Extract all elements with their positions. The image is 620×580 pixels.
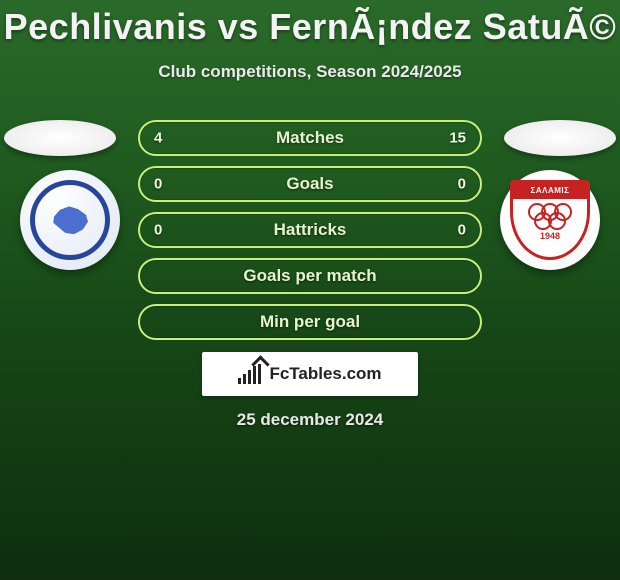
snapshot-date: 25 december 2024 xyxy=(0,410,620,430)
stats-list: 4 Matches 15 0 Goals 0 0 Hattricks 0 Goals per ma… xyxy=(138,120,482,340)
stat-row-hattricks: 0 Hattricks 0 xyxy=(138,212,482,248)
stat-row-matches: 4 Matches 15 xyxy=(138,120,482,156)
ethnikos-achna-crest xyxy=(20,170,120,270)
stat-row-min-per-goal: Min per goal xyxy=(138,304,482,340)
stat-label: Goals per match xyxy=(243,266,376,286)
crest-map-icon xyxy=(50,203,90,237)
crest-year: 1948 xyxy=(540,231,560,241)
brand-text: FcTables.com xyxy=(269,364,381,384)
stat-label: Matches xyxy=(276,128,344,148)
fctables-logo: FcTables.com xyxy=(202,352,418,396)
stat-label: Min per goal xyxy=(260,312,360,332)
page-subtitle: Club competitions, Season 2024/2025 xyxy=(0,62,620,82)
stat-right-value: 0 xyxy=(458,176,466,193)
crest-banner: ΣΑΛΑΜΙΣ xyxy=(513,183,587,199)
stat-row-goals-per-match: Goals per match xyxy=(138,258,482,294)
page-title: Pechlivanis vs FernÃ¡ndez SatuÃ© xyxy=(0,0,620,48)
right-disc-shadow xyxy=(504,120,616,156)
bars-icon xyxy=(238,364,261,384)
stat-label: Hattricks xyxy=(274,220,347,240)
left-disc-shadow xyxy=(4,120,116,156)
crest-rings-icon xyxy=(528,203,572,229)
stat-left-value: 4 xyxy=(154,130,162,147)
stat-row-goals: 0 Goals 0 xyxy=(138,166,482,202)
stat-right-value: 0 xyxy=(458,222,466,239)
crest-shield: ΣΑΛΑΜΙΣ 1948 xyxy=(510,180,590,260)
stat-right-value: 15 xyxy=(449,130,466,147)
crest-ring xyxy=(30,180,110,260)
stat-left-value: 0 xyxy=(154,176,162,193)
stat-label: Goals xyxy=(286,174,333,194)
stat-left-value: 0 xyxy=(154,222,162,239)
nea-salamina-crest: ΣΑΛΑΜΙΣ 1948 xyxy=(500,170,600,270)
